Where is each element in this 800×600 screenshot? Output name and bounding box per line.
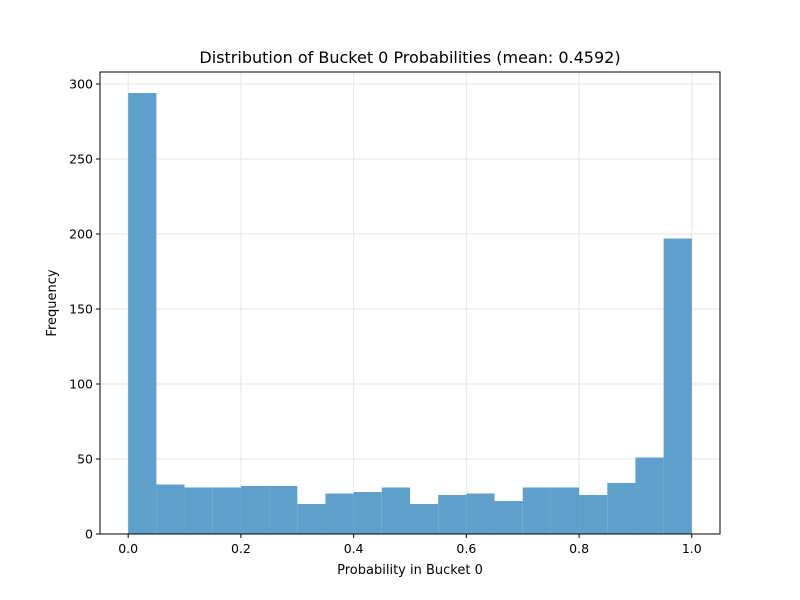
y-tick-label: 200 <box>69 227 93 242</box>
histogram-bar <box>466 493 495 534</box>
histogram-bar <box>438 495 467 534</box>
histogram-bar <box>607 483 636 534</box>
y-tick-label: 300 <box>69 77 93 92</box>
histogram-bar <box>212 487 241 534</box>
histogram-bar <box>663 238 692 534</box>
histogram-bar <box>297 504 326 534</box>
y-tick-label: 50 <box>77 452 93 467</box>
plot-area-frame <box>99 71 721 535</box>
y-tick-label: 150 <box>69 302 93 317</box>
histogram-bar <box>269 486 298 534</box>
histogram-bar <box>240 486 270 534</box>
histogram-bar <box>635 457 664 534</box>
x-tick-label: 0.8 <box>569 541 589 556</box>
y-axis-ticks: 0 50 100 150 200 250 300 <box>69 77 100 542</box>
histogram-bar <box>381 487 410 534</box>
gridlines <box>100 72 720 535</box>
y-tick-label: 100 <box>69 377 93 392</box>
histogram-bar <box>128 93 157 534</box>
y-tick-label: 0 <box>85 527 93 542</box>
x-tick-label: 0.0 <box>118 541 138 556</box>
histogram-bar <box>325 493 354 534</box>
x-tick-label: 0.2 <box>231 541 251 556</box>
histogram-bar <box>156 484 185 534</box>
chart-title: Distribution of Bucket 0 Probabilities (… <box>199 48 620 67</box>
histogram-bar <box>550 487 580 534</box>
histogram-bars <box>128 93 692 534</box>
histogram-bar <box>184 487 213 534</box>
x-tick-label: 0.6 <box>456 541 476 556</box>
x-axis-ticks: 0.0 0.2 0.4 0.6 0.8 1.0 <box>118 534 702 556</box>
histogram-bar <box>494 501 523 534</box>
y-axis-label: Frequency <box>45 269 60 336</box>
histogram-bar <box>522 487 551 534</box>
x-tick-label: 1.0 <box>682 541 702 556</box>
x-tick-label: 0.4 <box>344 541 364 556</box>
histogram-bar <box>410 504 439 534</box>
x-axis-label: Probability in Bucket 0 <box>337 563 483 578</box>
y-tick-label: 250 <box>69 152 93 167</box>
histogram-bar <box>579 495 608 534</box>
histogram-bar <box>353 492 382 534</box>
